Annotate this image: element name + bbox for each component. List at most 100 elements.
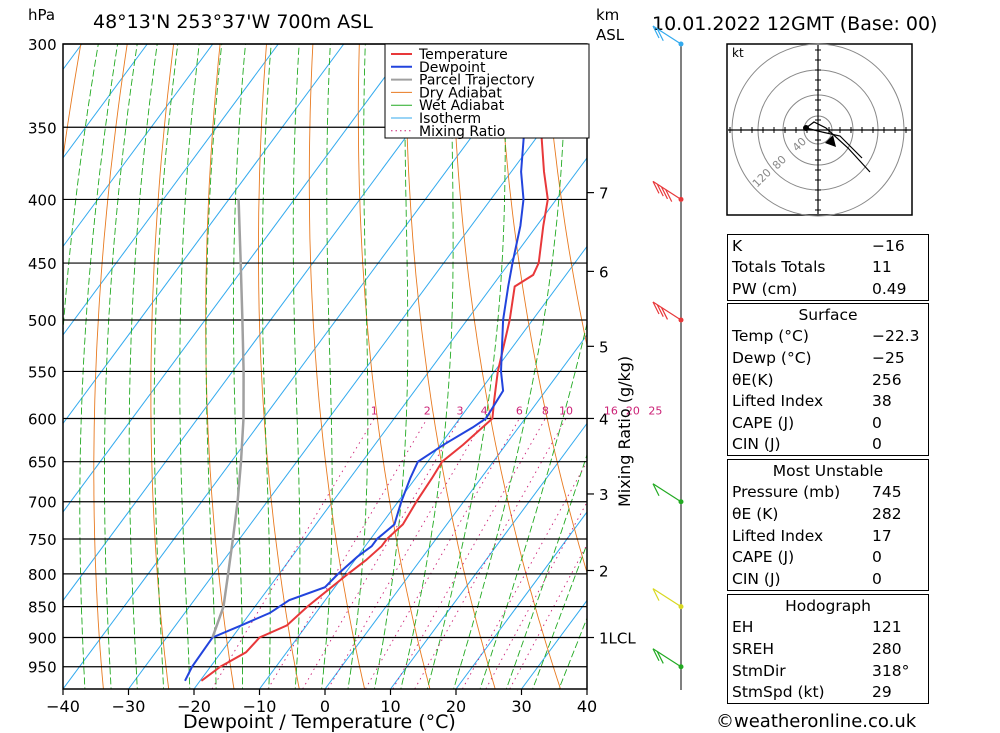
pressure-tick-label: 400 xyxy=(28,191,57,209)
index-row: Dewp (°C) −25 xyxy=(728,347,928,369)
index-row: Lifted Index 17 xyxy=(728,525,928,547)
index-label: Lifted Index xyxy=(732,392,824,411)
wet-adiabat-line xyxy=(63,44,99,337)
index-value: 0 xyxy=(872,548,882,567)
wind-barb-flag xyxy=(652,301,660,315)
pressure-tick-label: 350 xyxy=(28,119,57,137)
index-value: 318° xyxy=(872,661,910,680)
index-value: 745 xyxy=(872,483,902,502)
pressure-tick-label: 700 xyxy=(28,494,57,512)
index-label: K xyxy=(732,236,743,255)
index-label: PW (cm) xyxy=(732,279,798,298)
hodograph-title: Hodograph xyxy=(785,596,871,615)
x-tick-label: 20 xyxy=(446,697,466,716)
mixing-ratio-line xyxy=(414,418,567,689)
pressure-tick-label: 800 xyxy=(28,566,57,584)
mixing-ratio-label: 4 xyxy=(481,404,488,417)
isotherm-line xyxy=(0,44,16,689)
pressure-tick-label: 600 xyxy=(28,410,57,428)
wind-barb-flag xyxy=(665,189,673,202)
index-label: Dewp (°C) xyxy=(732,348,812,367)
copyright-text: ©weatheronline.co.uk xyxy=(716,711,917,732)
pressure-tick-label: 750 xyxy=(28,531,57,549)
dewpoint-series xyxy=(184,44,529,682)
mixing-ratio-label: 1 xyxy=(371,404,378,417)
index-value: 280 xyxy=(872,639,902,658)
dry-adiabat-line xyxy=(405,44,496,689)
wind-barb-flag xyxy=(656,651,664,664)
index-label: CAPE (J) xyxy=(732,548,795,567)
index-value: 0 xyxy=(872,413,882,432)
isotherm-line xyxy=(63,44,214,248)
isotherm-line xyxy=(63,44,345,425)
dry-adiabat-line xyxy=(308,44,366,689)
index-label: Temp (°C) xyxy=(732,327,809,346)
wet-adiabat-line xyxy=(261,44,272,689)
km-tick-label: 4 xyxy=(599,410,609,428)
index-row: StmDir 318° xyxy=(728,660,928,682)
temperature-series xyxy=(200,44,549,682)
isotherm-line xyxy=(128,68,587,689)
asl-label: ASL xyxy=(596,26,625,44)
index-row: EH 121 xyxy=(728,617,928,639)
wind-barb-flag xyxy=(660,307,669,320)
km-tick-label: 2 xyxy=(599,562,609,580)
index-label: θE (K) xyxy=(732,504,779,523)
index-row: θE (K) 282 xyxy=(728,503,928,525)
index-value: 121 xyxy=(872,618,902,637)
index-row: StmSpd (kt) 29 xyxy=(728,681,928,703)
wind-barb-flag xyxy=(656,304,664,317)
wind-barb-flag xyxy=(656,28,664,41)
wind-barb-flag xyxy=(652,483,660,497)
index-value: 282 xyxy=(872,504,902,523)
index-label: EH xyxy=(732,618,754,637)
wet-adiabat-line xyxy=(79,44,119,689)
index-row: Lifted Index 38 xyxy=(728,390,928,412)
hodograph-motion-arrow xyxy=(825,135,836,147)
wind-barb-flag xyxy=(652,588,660,601)
isotherm-line xyxy=(63,44,476,602)
mixing-ratio-label: 6 xyxy=(516,404,523,417)
legend-label: Dewpoint xyxy=(419,60,486,76)
legend-label: Isotherm xyxy=(419,111,481,127)
index-value: 256 xyxy=(872,370,902,389)
most-unstable-title: Most Unstable xyxy=(772,461,884,480)
wet-adiabat-line xyxy=(153,44,179,689)
pressure-tick-label: 550 xyxy=(28,363,57,381)
x-axis-label: Dewpoint / Temperature (°C) xyxy=(183,711,456,733)
mixing-ratio-axis-label: Mixing Ratio (g/kg) xyxy=(615,356,634,507)
km-label: km xyxy=(596,6,619,24)
index-row: CIN (J) 0 xyxy=(728,568,928,590)
hodograph-table: Hodograph EH 121 SREH 280 StmDir 318° StmSpd (… xyxy=(727,594,929,704)
pressure-tick-label: 300 xyxy=(28,36,57,54)
index-label: SREH xyxy=(732,639,775,658)
dry-adiabat-line xyxy=(544,44,587,348)
isotherm-line xyxy=(63,44,279,336)
surface-table: Surface Temp (°C) −22.3 Dewp (°C) −25 θE(K) 2… xyxy=(727,303,929,457)
index-label: Lifted Index xyxy=(732,526,824,545)
index-label: CAPE (J) xyxy=(732,413,795,432)
wet-adiabat-line xyxy=(128,44,158,689)
dry-adiabat-line xyxy=(258,44,300,689)
mixing-ratio-line xyxy=(462,460,587,689)
location-title: 48°13'N 253°37'W 700m ASL xyxy=(93,11,373,33)
index-row: K −16 xyxy=(728,235,928,257)
km-tick-label: 7 xyxy=(599,185,609,203)
mixing-ratio-label: 20 xyxy=(626,404,640,417)
index-value: 0 xyxy=(872,435,882,454)
dry-adiabat-line xyxy=(963,44,1000,689)
legend-label: Wet Adiabat xyxy=(419,98,505,114)
index-label: CIN (J) xyxy=(732,435,781,454)
x-tick-label: 10 xyxy=(380,697,400,716)
x-tick-label: 30 xyxy=(511,697,531,716)
index-row: PW (cm) 0.49 xyxy=(728,278,928,300)
km-tick-label: 5 xyxy=(599,338,609,356)
wet-adiabat-line xyxy=(558,616,587,689)
isotherm-line xyxy=(193,157,587,689)
wet-adiabat-line xyxy=(532,542,587,689)
wet-adiabat-line xyxy=(205,44,223,689)
isotherm-line xyxy=(455,511,587,689)
index-label: θE(K) xyxy=(732,370,774,389)
